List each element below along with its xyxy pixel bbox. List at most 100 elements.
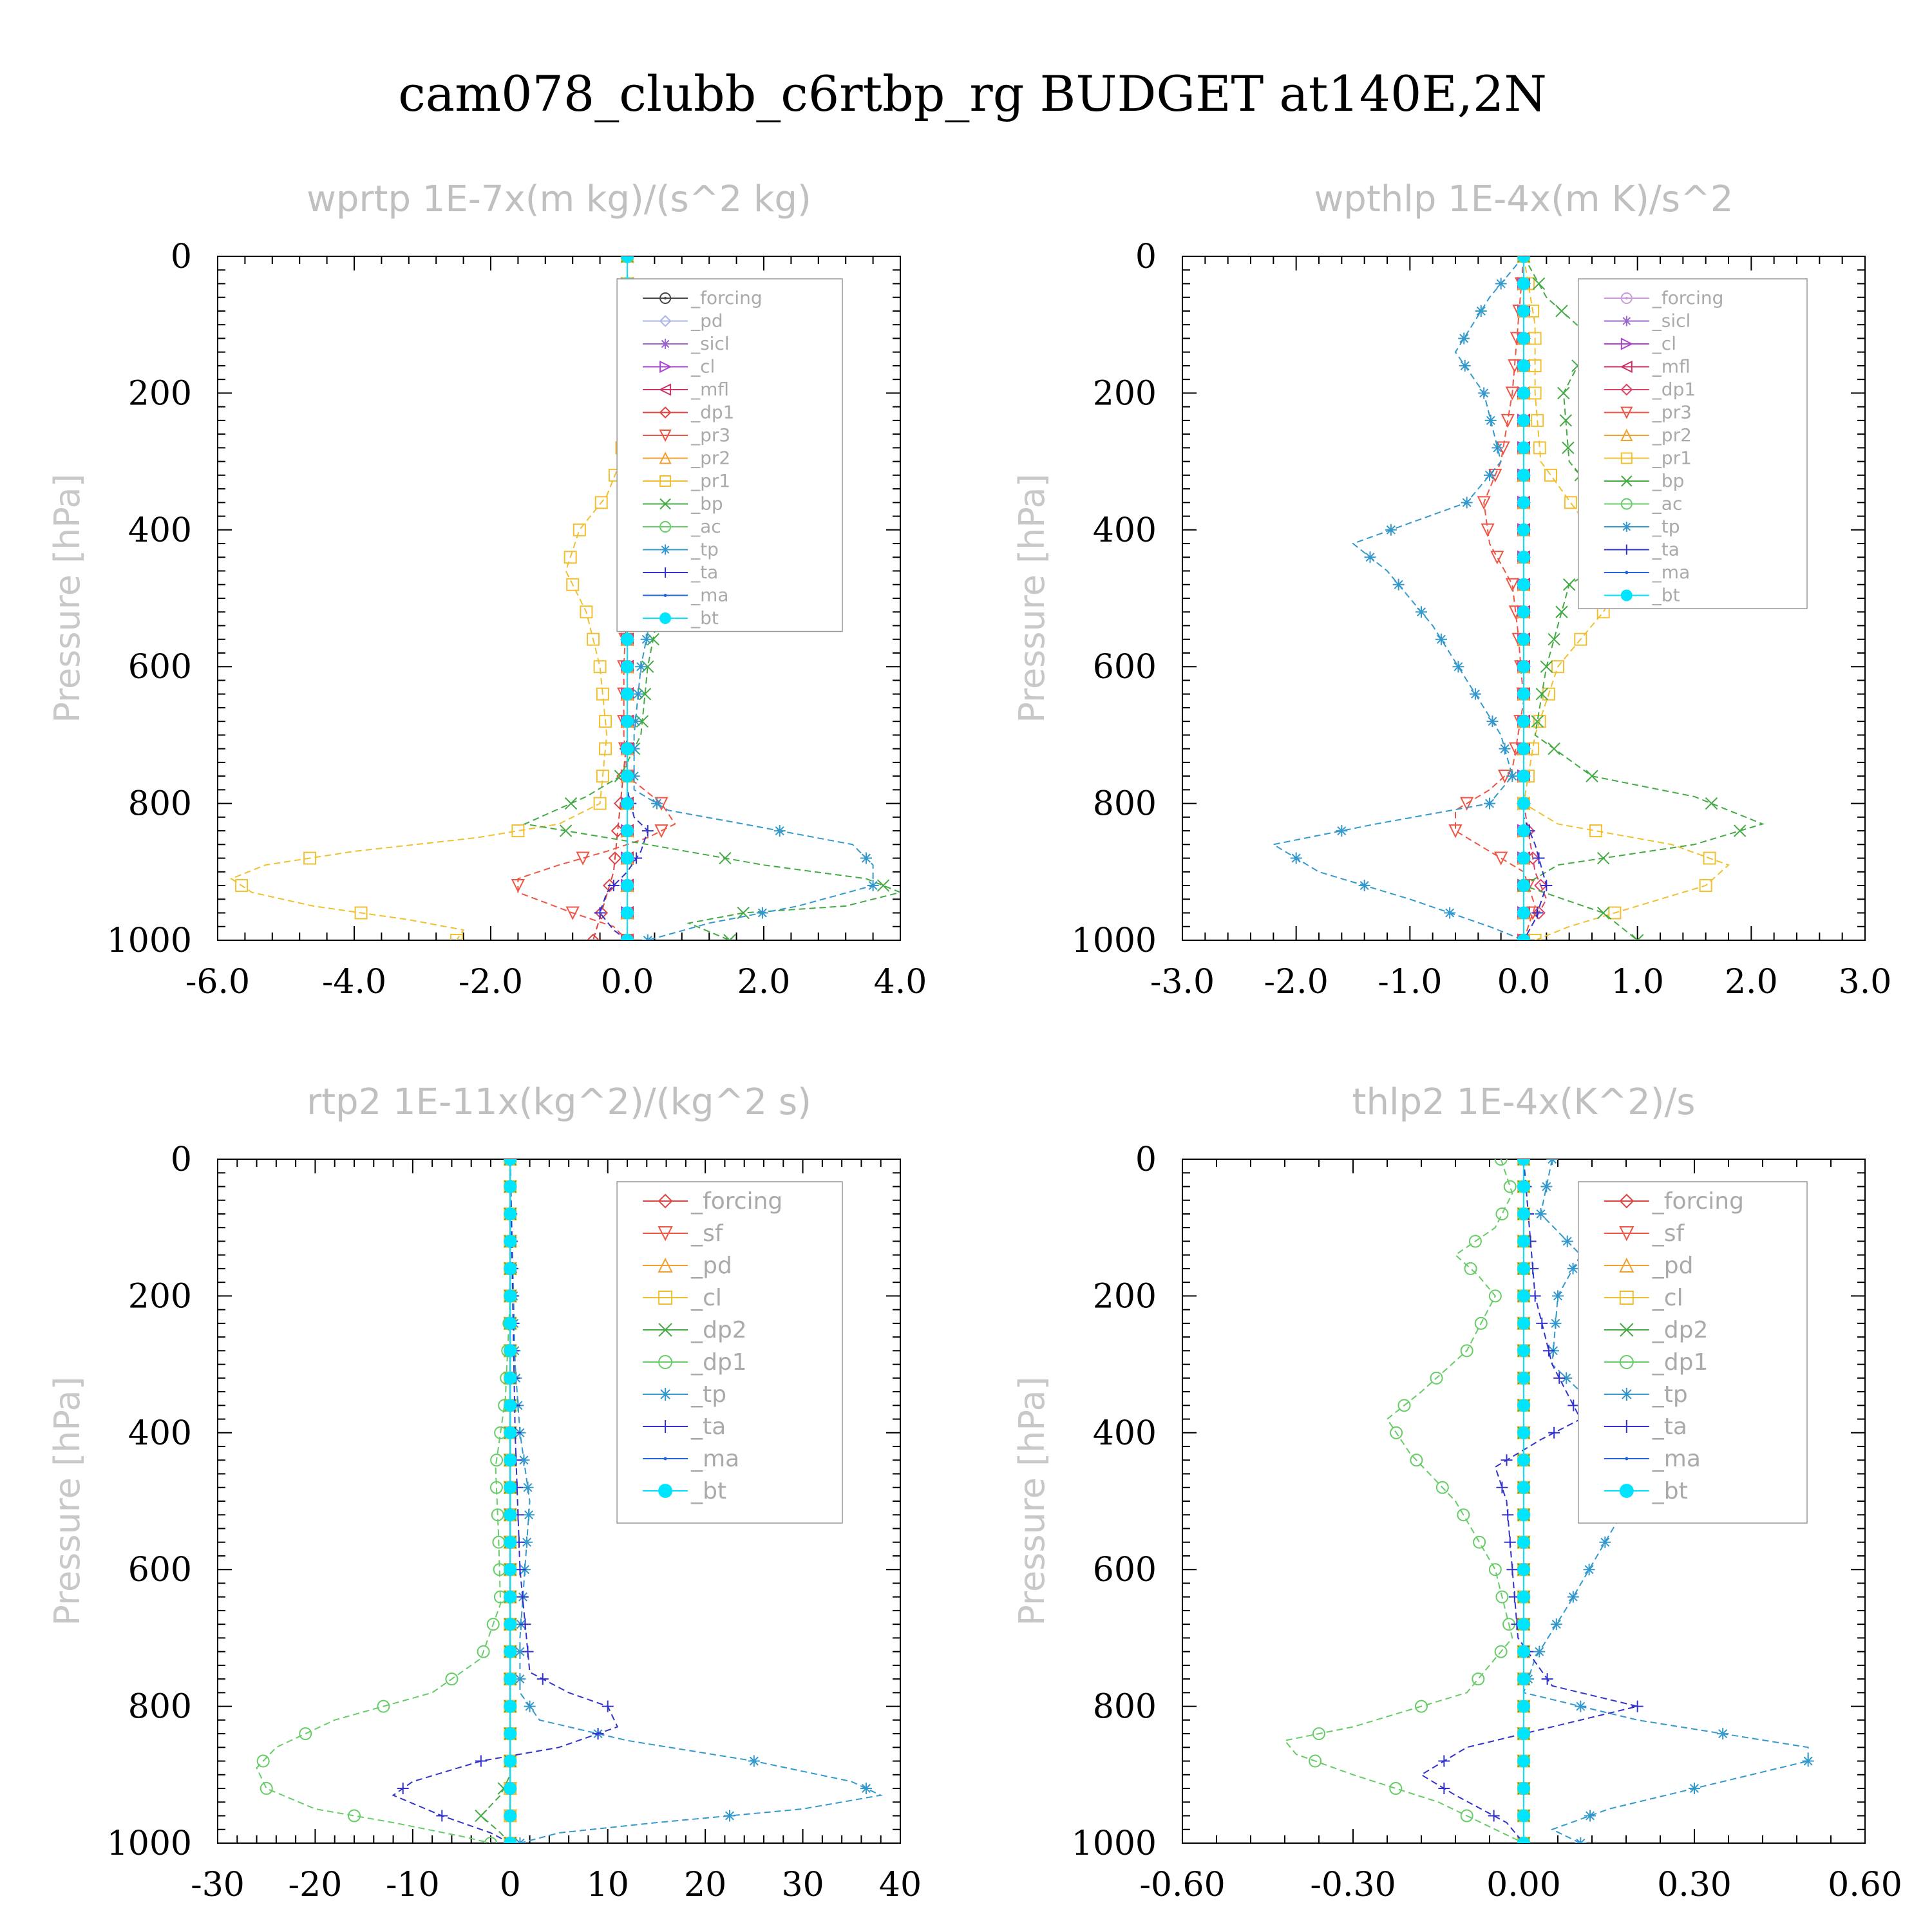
legend-marker — [659, 475, 672, 487]
x-tick-label: 0.60 — [1828, 1866, 1902, 1904]
y-tick-label: 1000 — [107, 922, 192, 960]
legend-label: _ta — [690, 1414, 726, 1440]
y-tick-label: 800 — [128, 1688, 192, 1727]
data-point — [1517, 660, 1530, 674]
data-point — [504, 1344, 517, 1358]
data-point — [1555, 305, 1568, 317]
legend-label: _dp1 — [690, 1349, 747, 1376]
legend-label: _ma — [690, 1446, 739, 1472]
data-point — [594, 496, 608, 509]
legend-marker — [658, 383, 672, 396]
data-point — [522, 1645, 534, 1658]
series-group — [256, 1159, 884, 1843]
data-point — [1488, 1810, 1500, 1822]
data-point — [504, 1590, 517, 1604]
data-point — [504, 1837, 517, 1843]
legend-label: _pr2 — [690, 448, 730, 469]
data-point — [504, 1481, 517, 1494]
data-point — [1473, 1535, 1486, 1549]
data-point — [1444, 907, 1456, 919]
data-point — [594, 906, 609, 920]
legend-marker — [659, 612, 672, 624]
x-tick-label: -10 — [386, 1866, 440, 1904]
data-point — [1544, 468, 1557, 482]
data-point — [1517, 578, 1530, 591]
data-point — [397, 1783, 409, 1795]
data-point — [1504, 1536, 1516, 1548]
y-tick-label: 1000 — [1072, 922, 1157, 960]
data-point — [260, 1782, 273, 1795]
legend-label: _pd — [690, 310, 723, 332]
data-point — [1438, 1755, 1450, 1767]
data-point — [504, 1399, 517, 1412]
legend-marker — [1621, 522, 1632, 532]
legend-marker — [1620, 1420, 1633, 1433]
legend-marker — [1620, 1323, 1634, 1337]
legend-marker — [658, 1257, 673, 1273]
data-point — [1531, 413, 1544, 427]
data-point — [1416, 606, 1427, 618]
data-point — [1550, 1618, 1562, 1631]
data-point — [1517, 413, 1530, 427]
data-point — [719, 851, 732, 865]
legend-marker — [1620, 452, 1633, 464]
legend-label: _ac — [1652, 493, 1683, 515]
data-point — [565, 906, 580, 920]
data-point — [1472, 1672, 1485, 1686]
data-point — [1517, 1262, 1530, 1275]
x-tick-label: -1.0 — [1378, 963, 1442, 1001]
data-point — [1540, 880, 1553, 892]
legend-marker — [1620, 360, 1633, 374]
panels-group: wprtp 1E-7x(m kg)/(s^2 kg) Pressure [hPa]… — [47, 178, 1902, 1904]
data-point — [1533, 1645, 1546, 1658]
data-point — [748, 1755, 760, 1767]
legend-marker — [1620, 428, 1633, 441]
data-point — [1517, 1809, 1530, 1823]
data-point — [629, 715, 641, 728]
data-point — [1561, 1235, 1573, 1247]
legend-marker — [663, 1457, 667, 1461]
y-tick-label: 200 — [1093, 1277, 1157, 1316]
data-point — [1506, 770, 1519, 782]
legend-marker — [663, 594, 667, 597]
data-point — [504, 1426, 517, 1439]
y-tick-label: 400 — [128, 1414, 192, 1453]
series-line-bp — [1522, 256, 1765, 940]
data-point — [1517, 496, 1530, 509]
data-point — [1517, 797, 1530, 810]
data-point — [641, 934, 654, 940]
legend-label: _ma — [1652, 1446, 1701, 1472]
data-point — [650, 797, 663, 810]
data-point — [1548, 633, 1560, 646]
data-point — [1309, 1754, 1322, 1768]
data-point — [491, 1508, 504, 1522]
data-point — [1517, 1837, 1530, 1843]
data-point — [514, 1673, 526, 1685]
data-point — [564, 797, 578, 810]
data-point — [860, 852, 872, 864]
legend-label: _dp1 — [1652, 1349, 1709, 1376]
data-point — [1517, 386, 1530, 400]
data-point — [475, 1755, 487, 1767]
data-point — [1492, 442, 1504, 454]
data-point — [1562, 578, 1576, 591]
data-point — [1536, 1317, 1548, 1329]
legend: _forcing _sf _pd _cl _dp2 _dp1 _tp _ta _ma _bt — [616, 1181, 843, 1524]
data-point — [1517, 1782, 1530, 1795]
data-point — [1460, 1809, 1473, 1823]
data-point — [641, 825, 654, 837]
data-point — [1517, 1590, 1530, 1604]
x-tick-label: -0.30 — [1310, 1866, 1396, 1904]
data-point — [1336, 825, 1348, 837]
data-point — [1552, 1290, 1564, 1302]
data-point — [475, 1809, 488, 1823]
data-point — [504, 1782, 517, 1795]
data-point — [518, 1454, 530, 1466]
x-tick-label: 40 — [879, 1866, 922, 1904]
x-tick-label: -0.60 — [1139, 1866, 1225, 1904]
legend-label: _tp — [690, 1381, 726, 1408]
data-point — [354, 906, 368, 920]
data-point — [1517, 1316, 1530, 1330]
data-point — [594, 907, 606, 919]
y-tick-label: 0 — [1135, 1141, 1157, 1179]
